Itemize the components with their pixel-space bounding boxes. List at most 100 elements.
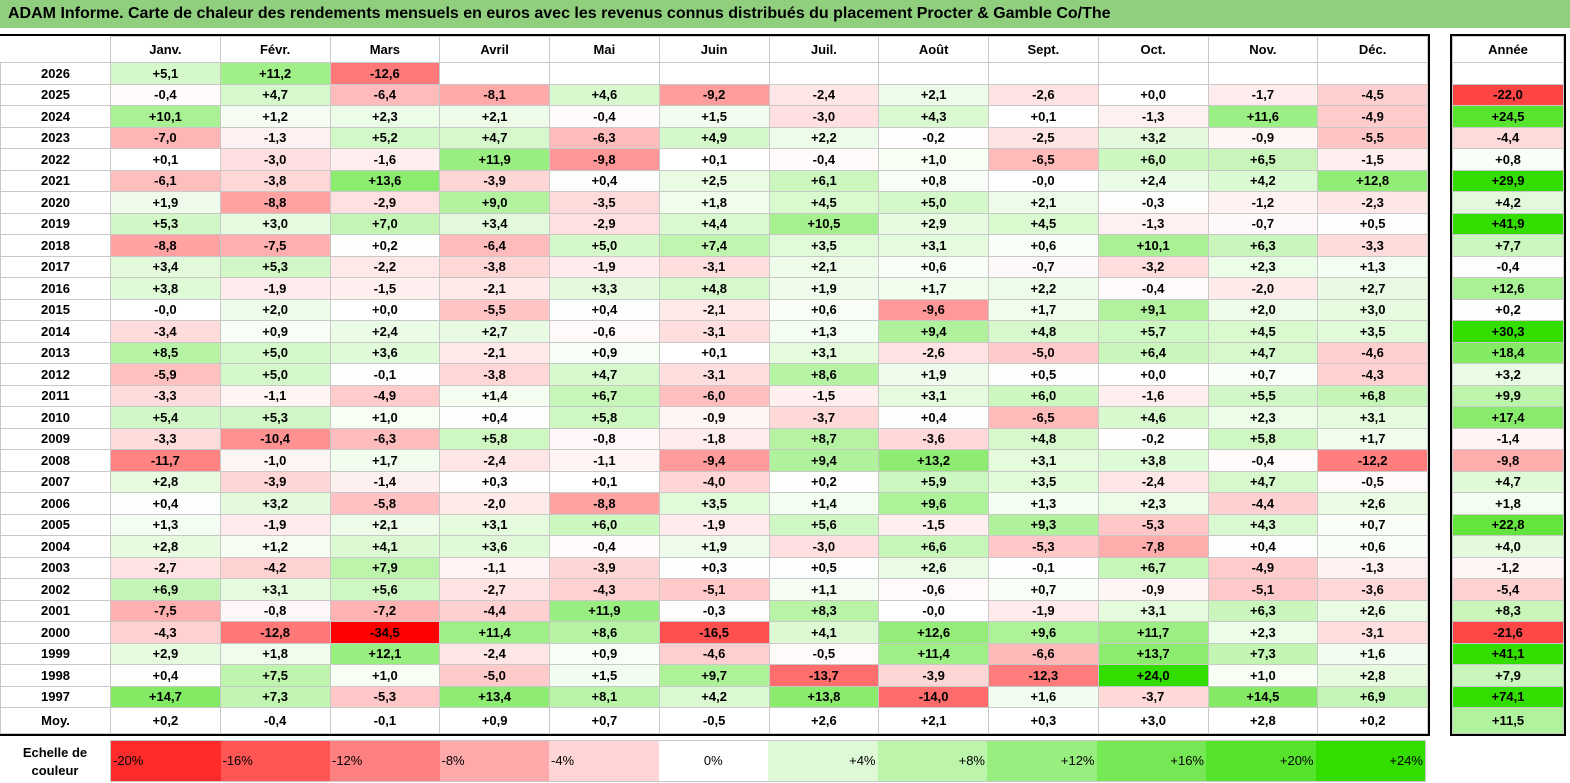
heatmap-cell: +0,4 <box>439 406 550 429</box>
heatmap-cell: -4,6 <box>1317 341 1428 364</box>
heatmap-cell: +3,8 <box>110 277 221 300</box>
heatmap-cell: -0,5 <box>658 707 770 734</box>
heatmap-cell: +3,1 <box>439 513 550 536</box>
heatmap-cell: -5,5 <box>439 298 550 321</box>
heatmap-cell: -9,2 <box>658 83 770 106</box>
year-label: 2018 <box>0 234 111 257</box>
heatmap-cell: +0,7 <box>1317 513 1428 536</box>
heatmap-cell: +0,6 <box>878 255 989 278</box>
heatmap-cell: +1,9 <box>658 535 770 558</box>
month-header: Juil. <box>768 36 880 63</box>
heatmap-cell: -7,8 <box>1097 535 1209 558</box>
heatmap-cell: -8,1 <box>439 83 550 106</box>
heatmap-cell: -3,1 <box>1317 621 1428 644</box>
heatmap-cell: +6,9 <box>1317 685 1428 708</box>
heatmap-cell: -0,4 <box>110 83 221 106</box>
annual-row: +1,8 <box>1452 492 1564 515</box>
heatmap-cell: +2,0 <box>1207 298 1319 321</box>
annual-cell: +12,6 <box>1452 277 1564 300</box>
heatmap-cell: +4,7 <box>219 83 331 106</box>
color-scale-swatch: +4% <box>768 741 878 781</box>
heatmap-cell: +3,6 <box>329 341 441 364</box>
annual-row: +0,8 <box>1452 148 1564 171</box>
heatmap-cell: +5,4 <box>110 406 221 429</box>
heatmap-cell: -4,4 <box>1207 492 1319 515</box>
heatmap-cell: +6,8 <box>1317 384 1428 407</box>
heatmap-cell: -2,7 <box>439 578 550 601</box>
heatmap-cell: -3,9 <box>219 470 331 493</box>
table-row: 1998 +0,4 +7,5 +1,0 -5,0 +1,5 +9,7 -13,7 -3,9 -12… <box>0 664 1428 687</box>
annual-row: +7,9 <box>1452 664 1564 687</box>
color-scale-legend: -20% -16% -12% -8% -4% 0% +4% +8% +12% +16% +20% +2… <box>110 740 1426 782</box>
year-label: 2023 <box>0 126 111 149</box>
heatmap-cell: -0,9 <box>1097 578 1209 601</box>
year-label: 2025 <box>0 83 111 106</box>
heatmap-cell: +5,3 <box>219 406 331 429</box>
table-row: 2012 -5,9 +5,0 -0,1 -3,8 +4,7 -3,1 +8,6 +1,9 +0,5… <box>0 363 1428 386</box>
heatmap-cell: +3,0 <box>1317 298 1428 321</box>
monthly-heatmap-table: Janv. Févr. Mars Avril Mai Juin Juil. Août Sept.… <box>0 34 1430 736</box>
year-label: 2007 <box>0 470 111 493</box>
heatmap-cell: +6,7 <box>549 384 660 407</box>
heatmap-cell: +3,5 <box>768 234 880 257</box>
heatmap-cell: +5,0 <box>219 341 331 364</box>
heatmap-cell: +14,5 <box>1207 685 1319 708</box>
heatmap-cell: +0,0 <box>1097 363 1209 386</box>
table-row: 2000 -4,3 -12,8 -34,5 +11,4 +8,6 -16,5 +4,1 +12,… <box>0 621 1428 644</box>
heatmap-cell: -3,0 <box>219 148 331 171</box>
heatmap-cell: +4,8 <box>658 277 770 300</box>
color-scale-swatch: -20% <box>111 741 221 781</box>
heatmap-cell: -3,8 <box>219 169 331 192</box>
heatmap-cell: -3,0 <box>768 105 880 128</box>
table-row: 2002 +6,9 +3,1 +5,6 -2,7 -4,3 -5,1 +1,1 -0,6 +0,7… <box>0 578 1428 601</box>
annual-cell: -1,4 <box>1452 427 1564 450</box>
heatmap-cell: -0,9 <box>1207 126 1319 149</box>
heatmap-cell: +4,6 <box>549 83 660 106</box>
heatmap-cell: -3,8 <box>439 363 550 386</box>
heatmap-cell: +6,3 <box>1207 599 1319 622</box>
heatmap-cell: +3,1 <box>988 449 1099 472</box>
annual-row: -9,8 <box>1452 449 1564 472</box>
heatmap-cell: +5,5 <box>1207 384 1319 407</box>
heatmap-cell: +4,1 <box>768 621 880 644</box>
heatmap-cell: +5,9 <box>878 470 989 493</box>
heatmap-cell: -1,3 <box>1317 556 1428 579</box>
annual-cell: +7,9 <box>1452 664 1564 687</box>
table-row: 2004 +2,8 +1,2 +4,1 +3,6 -0,4 +1,9 -3,0 +6,6 -5,3… <box>0 535 1428 558</box>
month-header: Oct. <box>1097 36 1209 63</box>
heatmap-cell: -3,0 <box>768 535 880 558</box>
annual-cell: -1,2 <box>1452 556 1564 579</box>
heatmap-cell: +1,1 <box>768 578 880 601</box>
heatmap-cell: -3,3 <box>1317 234 1428 257</box>
heatmap-cell: -2,1 <box>439 277 550 300</box>
annual-cell: +22,8 <box>1452 513 1564 536</box>
annual-row: +8,3 <box>1452 599 1564 622</box>
heatmap-cell: +1,0 <box>878 148 989 171</box>
color-scale-swatch: +24% <box>1315 741 1425 781</box>
heatmap-cell: +13,2 <box>878 449 989 472</box>
heatmap-cell: -6,6 <box>988 642 1099 665</box>
heatmap-cell: +2,3 <box>1207 255 1319 278</box>
heatmap-cell: +11,4 <box>439 621 550 644</box>
heatmap-cell: -0,4 <box>1097 277 1209 300</box>
heatmap-cell: +6,0 <box>549 513 660 536</box>
annual-row <box>1452 62 1564 85</box>
annual-row: +4,7 <box>1452 470 1564 493</box>
heatmap-cell: -5,1 <box>658 578 770 601</box>
heatmap-cell: -12,6 <box>329 62 441 85</box>
heatmap-cell: +7,3 <box>1207 642 1319 665</box>
heatmap-cell: -1,5 <box>1317 148 1428 171</box>
annual-cell: -4,4 <box>1452 126 1564 149</box>
heatmap-cell: -1,3 <box>1097 105 1209 128</box>
heatmap-cell: +0,5 <box>768 556 880 579</box>
table-row: 2009 -3,3 -10,4 -6,3 +5,8 -0,8 -1,8 +8,7 -3,6 +4,… <box>0 427 1428 450</box>
heatmap-cell: -3,7 <box>768 406 880 429</box>
heatmap-cell: +8,1 <box>549 685 660 708</box>
heatmap-cell: +3,6 <box>439 535 550 558</box>
heatmap-cell: -2,4 <box>768 83 880 106</box>
annual-cell: +4,0 <box>1452 535 1564 558</box>
heatmap-cell: +3,5 <box>1317 320 1428 343</box>
heatmap-cell: -5,9 <box>110 363 221 386</box>
heatmap-cell: +0,4 <box>110 492 221 515</box>
color-scale-swatch: 0% <box>658 741 768 781</box>
